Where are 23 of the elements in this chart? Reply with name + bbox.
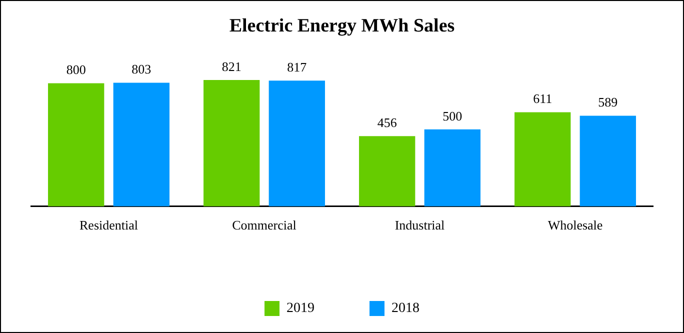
legend-label: 2018 [392,301,420,316]
x-tick-label: Residential [80,218,138,233]
bar [424,129,480,206]
x-tick-label: Wholesale [548,218,603,233]
x-tick-label: Industrial [394,218,446,233]
bar [48,83,104,206]
data-label: 589 [598,94,618,110]
data-label: 800 [66,62,86,78]
data-label: 821 [222,58,242,74]
x-tick-label: Commercial [232,218,297,233]
data-label: 817 [287,60,308,75]
bar [113,82,170,206]
data-label: 803 [132,62,152,77]
data-label: 611 [533,91,552,106]
chart-title: Electric Energy MWh Sales [229,15,455,36]
data-label: 500 [442,108,462,124]
bar [268,80,325,206]
bar [359,136,416,206]
legend-label: 2019 [286,301,314,316]
bar [580,116,636,206]
bar [514,112,571,206]
bar [204,80,260,206]
data-label: 456 [377,115,398,130]
